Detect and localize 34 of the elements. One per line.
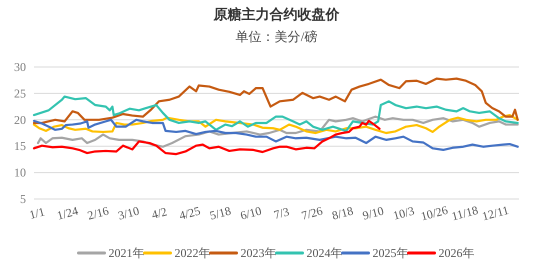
legend-label: 2022年 xyxy=(174,246,210,260)
x-tick-label: 2/16 xyxy=(86,204,110,223)
x-tick-label: 7/3 xyxy=(272,204,291,222)
x-tick-label: 9/10 xyxy=(361,204,386,223)
x-tick-label: 10/3 xyxy=(392,204,416,223)
x-tick-label: 12/11 xyxy=(480,202,510,224)
x-tick-label: 3/10 xyxy=(116,204,141,223)
legend-label: 2024年 xyxy=(306,246,342,260)
x-tick-label: 10/26 xyxy=(419,202,450,224)
y-tick-label: 25 xyxy=(14,86,26,100)
legend-label: 2026年 xyxy=(438,246,474,260)
x-tick-label: 11/18 xyxy=(450,202,480,224)
legend-label: 2025年 xyxy=(372,246,408,260)
y-tick-label: 20 xyxy=(14,112,26,127)
line-series xyxy=(32,95,519,132)
y-tick-label: 10 xyxy=(14,166,26,180)
x-tick-label: 6/10 xyxy=(238,204,264,223)
y-tick-label: 15 xyxy=(14,139,26,154)
legend-label: 2021年 xyxy=(108,246,144,260)
x-tick-label: 1/24 xyxy=(55,204,80,223)
x-tick-label: 4/2 xyxy=(150,204,168,222)
y-tick-label: 5 xyxy=(20,192,26,206)
x-tick-label: 5/18 xyxy=(208,204,232,223)
x-tick-label: 4/25 xyxy=(178,204,202,223)
chart-title: 原糖主力合约收盘价 xyxy=(212,6,340,23)
legend-label: 2023年 xyxy=(240,246,276,260)
y-tick-label: 30 xyxy=(14,60,26,74)
line-series xyxy=(32,120,381,156)
x-tick-label: 7/26 xyxy=(300,204,324,223)
chart-subtitle: 单位：美分/磅 xyxy=(236,29,318,44)
x-tick-label: 1/1 xyxy=(28,204,46,222)
line-series xyxy=(32,78,519,124)
x-tick-label: 8/18 xyxy=(330,204,355,223)
line-series xyxy=(32,114,519,134)
